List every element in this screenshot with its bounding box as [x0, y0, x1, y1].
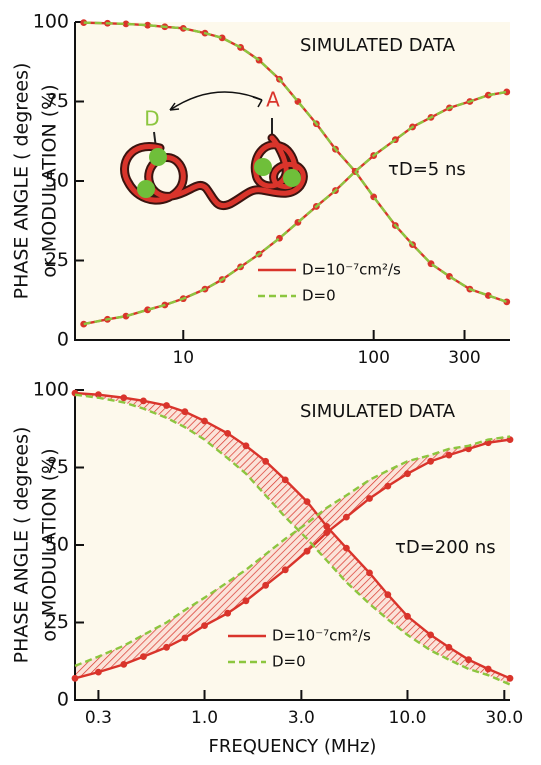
data-point — [384, 482, 392, 490]
annotation: SIMULATED DATA — [300, 401, 456, 422]
acceptor-site — [283, 169, 301, 187]
x-tick-label: 10 — [172, 348, 194, 368]
data-point — [242, 597, 250, 605]
data-point — [95, 668, 102, 676]
data-point — [342, 544, 350, 552]
data-point — [427, 457, 435, 465]
series-line — [83, 21, 508, 303]
annotation: D — [144, 107, 159, 131]
data-point — [140, 653, 147, 660]
x-tick-label: 0.3 — [85, 708, 112, 728]
legend-label: D=0 — [272, 653, 306, 671]
series-line — [74, 435, 511, 668]
annotation: τD=5 ns — [388, 159, 466, 180]
y-axis-label: or MODULATION (%) — [39, 84, 61, 277]
y-axis-label: or MODULATION (%) — [39, 448, 61, 641]
hatch-band — [75, 393, 510, 685]
y-tick-label: 25 — [45, 611, 69, 633]
x-tick-label: 30.0 — [485, 708, 523, 728]
data-point — [281, 566, 289, 574]
molecule-inset — [120, 91, 308, 210]
data-point — [95, 391, 102, 399]
series-line — [74, 393, 511, 686]
data-point — [366, 569, 373, 577]
y-tick-label: 25 — [45, 249, 69, 271]
series-line — [83, 90, 507, 326]
data-point — [484, 665, 492, 673]
data-point — [181, 408, 189, 416]
hatch-band — [75, 436, 510, 679]
data-point — [224, 609, 232, 617]
data-point — [303, 547, 311, 555]
data-point — [445, 643, 453, 651]
y-tick-label: 75 — [45, 456, 69, 478]
series-line — [74, 391, 511, 680]
data-point — [144, 21, 152, 29]
data-point — [303, 498, 311, 505]
data-point — [445, 451, 453, 459]
data-point — [342, 513, 350, 521]
legend-label: D=0 — [302, 287, 336, 305]
data-point — [506, 674, 514, 682]
data-point — [404, 612, 411, 620]
data-point — [262, 457, 270, 465]
x-axis-label: FREQUENCY (MHz) — [209, 736, 377, 757]
data-point — [503, 88, 511, 96]
x-tick-label: 3.0 — [288, 708, 315, 728]
y-tick-label: 100 — [33, 11, 69, 33]
data-point — [242, 442, 250, 450]
data-point — [120, 394, 128, 402]
data-point — [71, 674, 79, 682]
data-point — [201, 622, 208, 629]
y-tick-label: 0 — [57, 329, 69, 351]
data-point — [465, 656, 472, 664]
data-point — [281, 476, 289, 484]
legend-label: D=10⁻⁷cm²/s — [302, 261, 401, 279]
series-line — [74, 438, 511, 680]
y-axis-label: PHASE ANGLE ( degrees) — [11, 63, 33, 300]
data-point — [163, 402, 170, 409]
y-tick-label: 50 — [45, 170, 69, 192]
data-point — [404, 470, 411, 478]
transfer-arrow — [169, 91, 263, 111]
annotation: τD=200 ns — [395, 537, 496, 558]
annotation: SIMULATED DATA — [300, 35, 456, 56]
donor-site — [137, 180, 155, 198]
data-point — [323, 529, 331, 536]
data-point — [384, 591, 392, 598]
data-point — [366, 495, 373, 502]
annotation: A — [266, 88, 280, 112]
data-point — [427, 631, 435, 639]
data-point — [163, 643, 170, 651]
y-axis-label: PHASE ANGLE ( degrees) — [11, 427, 33, 664]
acceptor-site — [254, 158, 272, 176]
data-point — [323, 523, 331, 530]
x-tick-label: 300 — [448, 348, 480, 368]
donor-site — [149, 148, 167, 166]
y-tick-label: 100 — [33, 379, 69, 401]
x-tick-label: 100 — [357, 348, 389, 368]
data-point — [224, 430, 232, 437]
legend-label: D=10⁻⁷cm²/s — [272, 627, 371, 645]
y-tick-label: 50 — [45, 534, 69, 556]
polymer-chain — [122, 135, 306, 208]
data-point — [201, 417, 208, 425]
y-tick-label: 0 — [57, 689, 69, 711]
x-tick-label: 10.0 — [389, 708, 427, 728]
arrow-heads — [169, 96, 263, 111]
data-point — [122, 20, 130, 28]
data-point — [140, 397, 147, 405]
data-point — [181, 634, 189, 642]
data-point — [262, 581, 270, 589]
y-tick-label: 75 — [45, 90, 69, 112]
x-tick-label: 1.0 — [191, 708, 218, 728]
data-point — [120, 660, 128, 668]
